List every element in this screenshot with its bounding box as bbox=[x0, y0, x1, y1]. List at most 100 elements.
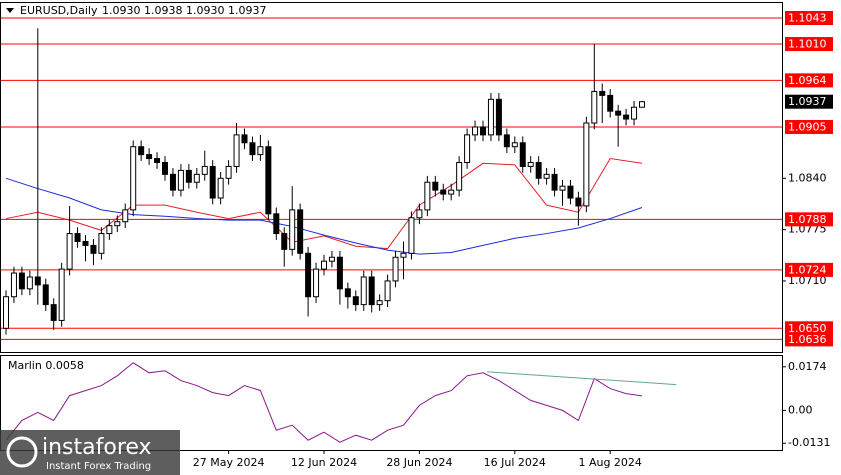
candle-body bbox=[114, 221, 121, 227]
menu-arrow bbox=[6, 8, 14, 13]
candle-body bbox=[567, 185, 574, 199]
candle-body bbox=[34, 276, 41, 286]
level-label: 1.0724 bbox=[788, 263, 827, 276]
candle-body bbox=[233, 134, 240, 167]
oscillator-title: Marlin 0.0058 bbox=[8, 359, 84, 372]
candle-body bbox=[225, 165, 232, 179]
candle-body bbox=[424, 181, 431, 211]
candle-body bbox=[472, 126, 479, 136]
candle-body bbox=[559, 185, 566, 191]
candle-body bbox=[464, 134, 471, 163]
logo-icon bbox=[6, 436, 38, 468]
logo-tagline: Instant Forex Trading bbox=[46, 461, 151, 472]
candle-body bbox=[241, 134, 248, 144]
candle-body bbox=[18, 272, 25, 290]
candle-body bbox=[615, 110, 622, 116]
candle-body bbox=[456, 161, 463, 191]
candle-body bbox=[297, 209, 304, 254]
candle-body bbox=[408, 217, 415, 254]
candle-body bbox=[599, 90, 606, 96]
candle-body bbox=[66, 233, 73, 270]
oscillator-line bbox=[5, 362, 643, 443]
candle-body bbox=[90, 244, 97, 254]
oscillator-panel-frame bbox=[0, 355, 783, 451]
candle-body bbox=[440, 189, 447, 195]
logo-name: instaforex bbox=[42, 435, 152, 460]
level-label-box bbox=[785, 119, 833, 134]
y-tick-label: 1.0840 bbox=[788, 171, 827, 184]
x-tick-label: 16 Jul 2024 bbox=[484, 456, 546, 469]
y-tick-label: 1.0710 bbox=[788, 274, 827, 287]
candle-body bbox=[162, 161, 168, 175]
candle-body bbox=[360, 276, 367, 306]
logo: instaforex Instant Forex Trading bbox=[0, 430, 180, 475]
level-label-box bbox=[785, 332, 833, 347]
candle-body bbox=[3, 296, 9, 329]
osc-tick-label: -0.0131 bbox=[788, 436, 830, 449]
level-label-box bbox=[785, 11, 833, 26]
candle-body bbox=[193, 173, 200, 183]
candle-body bbox=[487, 98, 494, 136]
candle-body bbox=[575, 197, 582, 207]
logo-background bbox=[0, 430, 180, 475]
level-label-box bbox=[785, 37, 833, 52]
candle-body bbox=[289, 209, 296, 250]
candle-body bbox=[130, 146, 137, 211]
candle-body bbox=[527, 161, 534, 167]
osc-tick-label: 0.0174 bbox=[788, 360, 827, 373]
candle-body bbox=[82, 240, 89, 246]
chart-title: EURUSD,Daily bbox=[20, 4, 98, 17]
candle-body bbox=[535, 161, 542, 179]
candle-body bbox=[480, 126, 486, 136]
last-price-label: 1.0937 bbox=[788, 95, 827, 108]
candle-body bbox=[328, 256, 335, 262]
level-label-box bbox=[785, 212, 833, 227]
x-tick-label: 12 Jun 2024 bbox=[291, 456, 357, 469]
candle-body bbox=[591, 90, 598, 124]
candle-body bbox=[154, 158, 161, 163]
candle-body bbox=[623, 114, 630, 120]
candle-body bbox=[98, 233, 105, 254]
level-label: 1.1010 bbox=[788, 38, 827, 51]
candle-body bbox=[122, 209, 129, 223]
candle-body bbox=[400, 252, 407, 258]
candle-body bbox=[106, 225, 113, 235]
main-panel-frame bbox=[0, 2, 783, 353]
candle-body bbox=[368, 276, 375, 306]
candle-body bbox=[50, 304, 57, 321]
candle-body bbox=[281, 233, 288, 250]
oscillator-line bbox=[486, 371, 677, 386]
candle-body bbox=[631, 106, 638, 120]
candle-body bbox=[519, 142, 526, 167]
x-tick-label: 28 Jun 2024 bbox=[386, 456, 452, 469]
level-label: 1.1043 bbox=[788, 12, 827, 25]
candle-body bbox=[58, 268, 65, 321]
candle-body bbox=[74, 233, 81, 242]
candle-body bbox=[209, 165, 216, 199]
candle-body bbox=[313, 268, 320, 298]
candle-body bbox=[543, 173, 550, 179]
candle-body bbox=[511, 142, 518, 148]
level-label: 1.0788 bbox=[788, 213, 827, 226]
candle-body bbox=[551, 173, 558, 191]
candle-body bbox=[384, 280, 391, 302]
candle-body bbox=[177, 169, 184, 191]
candle-body bbox=[201, 165, 208, 175]
candle-body bbox=[607, 94, 614, 112]
candle-body bbox=[376, 300, 383, 306]
last-price-box bbox=[785, 94, 833, 109]
level-label-box bbox=[785, 321, 833, 336]
osc-tick-label: 0.00 bbox=[788, 403, 813, 416]
candle-body bbox=[432, 181, 439, 191]
level-label: 1.0905 bbox=[788, 120, 827, 133]
level-label: 1.0964 bbox=[788, 74, 827, 87]
candle-body bbox=[336, 256, 343, 290]
candle-body bbox=[265, 146, 272, 215]
level-label-box bbox=[785, 73, 833, 88]
candle-body bbox=[583, 122, 590, 207]
candle-body bbox=[273, 213, 280, 235]
candle-body bbox=[495, 98, 502, 136]
header-ohlc: 1.0930 1.0938 1.0930 1.0937 bbox=[102, 4, 266, 17]
